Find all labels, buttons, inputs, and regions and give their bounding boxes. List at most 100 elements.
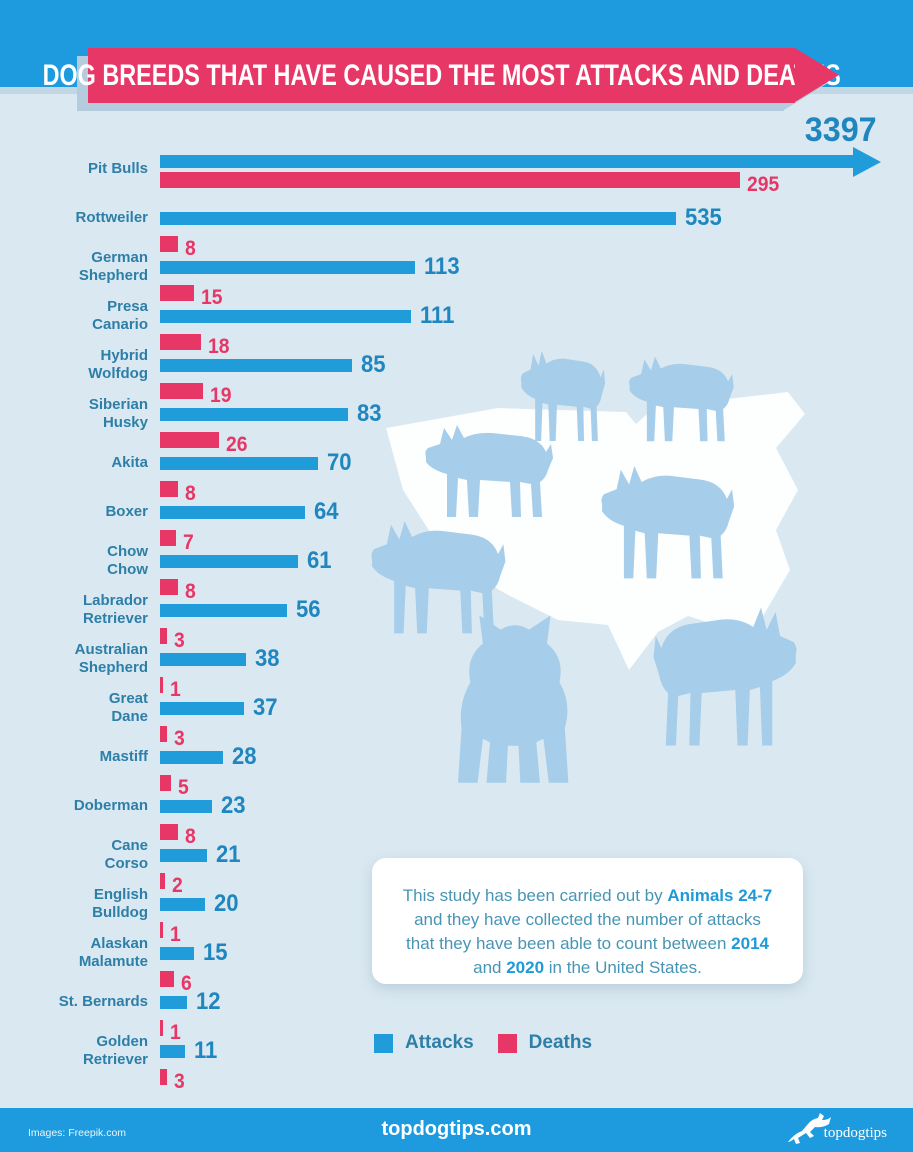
deaths-value: 1 bbox=[169, 678, 181, 701]
attacks-value: 70 bbox=[327, 449, 352, 476]
chart-row: Alaskan Malamute 15 6 bbox=[0, 915, 913, 995]
attacks-value: 3397 bbox=[805, 111, 877, 149]
deaths-bar-line: 3 bbox=[160, 624, 322, 652]
deaths-value: 1 bbox=[169, 923, 181, 946]
attacks-bar-line: 113 bbox=[160, 253, 463, 281]
deaths-bar bbox=[160, 432, 219, 448]
legend-label: Deaths bbox=[528, 1032, 593, 1053]
deaths-bar-line: 3 bbox=[160, 1065, 219, 1093]
attacks-value: 15 bbox=[202, 939, 228, 966]
bar-chart: Pit Bulls 3397 295 Rottweiler 535 bbox=[0, 0, 913, 1100]
breed-label: German Shepherd bbox=[78, 249, 148, 284]
deaths-value: 8 bbox=[185, 482, 196, 505]
attacks-bar-line: 15 bbox=[160, 939, 230, 967]
breed-label: Siberian Husky bbox=[88, 396, 148, 431]
attacks-bar bbox=[160, 750, 224, 764]
study-info-text: This study has been carried out by Anima… bbox=[402, 886, 773, 978]
attacks-bar bbox=[160, 1044, 185, 1058]
attacks-bar bbox=[160, 554, 298, 568]
deaths-bar bbox=[160, 334, 201, 350]
deaths-bar bbox=[160, 172, 740, 188]
chart-row: Presa Canario 111 18 bbox=[0, 278, 913, 358]
breed-label: Chow Chow bbox=[107, 543, 148, 578]
bar-group: 113 15 bbox=[160, 253, 463, 309]
deaths-value: 3 bbox=[173, 629, 185, 652]
deaths-bar-line: 8 bbox=[160, 820, 248, 848]
attacks-bar bbox=[160, 652, 246, 666]
chart-row: Akita 70 8 bbox=[0, 425, 913, 505]
bar-group: 70 8 bbox=[160, 449, 354, 505]
deaths-bar bbox=[160, 236, 179, 252]
deaths-bar-line: 5 bbox=[160, 771, 259, 799]
bar-group: 37 3 bbox=[160, 694, 279, 750]
brand-logo: topdogtips bbox=[786, 1112, 887, 1146]
breed-label: Akita bbox=[111, 454, 148, 472]
attacks-value: 12 bbox=[196, 988, 221, 1015]
attacks-bar bbox=[160, 799, 212, 813]
attacks-value: 83 bbox=[356, 400, 382, 427]
chart-row: Labrador Retriever 56 3 bbox=[0, 572, 913, 652]
deaths-value: 2 bbox=[171, 874, 183, 897]
deaths-bar bbox=[160, 971, 174, 987]
attacks-bar bbox=[160, 211, 676, 225]
bar-group: 38 1 bbox=[160, 645, 282, 701]
attacks-value: 20 bbox=[214, 890, 239, 917]
breed-label: Golden Retriever bbox=[82, 1033, 148, 1068]
attacks-bar-line: 64 bbox=[160, 498, 340, 526]
attacks-bar bbox=[160, 995, 188, 1009]
attacks-value: 56 bbox=[295, 596, 321, 623]
attacks-bar-line: 28 bbox=[160, 743, 259, 771]
deaths-value: 19 bbox=[209, 384, 232, 407]
breed-label: Labrador Retriever bbox=[82, 592, 148, 627]
attacks-bar-line: 3397 bbox=[160, 111, 877, 168]
chart-legend: Attacks Deaths bbox=[374, 1032, 592, 1054]
legend-label: Attacks bbox=[405, 1032, 474, 1053]
attacks-bar-line: 11 bbox=[160, 1037, 219, 1065]
bar-group: 15 6 bbox=[160, 939, 230, 995]
images-credit: Images: Freepik.com bbox=[28, 1127, 127, 1139]
deaths-bar bbox=[160, 824, 179, 840]
attacks-value: 85 bbox=[361, 351, 386, 378]
deaths-bar-line: 19 bbox=[160, 379, 388, 407]
deaths-value: 7 bbox=[182, 531, 194, 554]
breed-label: Alaskan Malamute bbox=[78, 935, 148, 970]
bar-group: 83 26 bbox=[160, 400, 383, 456]
attacks-bar bbox=[160, 456, 319, 470]
attacks-bar-line: 37 bbox=[160, 694, 279, 722]
breed-label: Australian Shepherd bbox=[74, 641, 148, 676]
attacks-bar bbox=[160, 358, 353, 372]
deaths-bar-line: 8 bbox=[160, 575, 334, 603]
deaths-value: 15 bbox=[200, 286, 223, 309]
usa-map-dogs-art bbox=[371, 350, 805, 783]
deaths-bar bbox=[160, 775, 172, 791]
chart-row: Boxer 64 7 bbox=[0, 474, 913, 554]
bar-group: 28 5 bbox=[160, 743, 259, 799]
deaths-bar bbox=[160, 873, 165, 889]
deaths-bar bbox=[160, 383, 203, 399]
deaths-value: 295 bbox=[747, 173, 780, 196]
chart-row: German Shepherd 113 15 bbox=[0, 229, 913, 309]
attacks-bar-line: 21 bbox=[160, 841, 243, 869]
chart-row: St. Bernards 12 1 bbox=[0, 964, 913, 1044]
chart-row: Siberian Husky 83 26 bbox=[0, 376, 913, 456]
attacks-value: 21 bbox=[216, 841, 242, 868]
attacks-value: 64 bbox=[313, 498, 339, 525]
deaths-bar bbox=[160, 1069, 167, 1085]
deaths-bar-line: 8 bbox=[160, 477, 354, 505]
deaths-bar bbox=[160, 726, 167, 742]
deaths-bar-line: 18 bbox=[160, 330, 457, 358]
chart-row: Pit Bulls 3397 295 bbox=[0, 111, 913, 196]
attacks-bar-line: 12 bbox=[160, 988, 223, 1016]
chart-row: Great Dane 37 3 bbox=[0, 670, 913, 750]
attacks-bar bbox=[160, 309, 411, 323]
chart-row: Cane Corso 21 2 bbox=[0, 817, 913, 897]
attacks-bar bbox=[160, 407, 348, 421]
leaping-dog-icon bbox=[787, 1113, 831, 1144]
deaths-value: 5 bbox=[178, 776, 190, 799]
deaths-value: 8 bbox=[185, 237, 196, 260]
bar-group: 61 8 bbox=[160, 547, 334, 603]
attacks-bar-line: 23 bbox=[160, 792, 248, 820]
chart-row: Australian Shepherd 38 1 bbox=[0, 621, 913, 701]
attacks-bar-line: 61 bbox=[160, 547, 334, 575]
brand-logo-text: topdogtips bbox=[823, 1125, 887, 1141]
